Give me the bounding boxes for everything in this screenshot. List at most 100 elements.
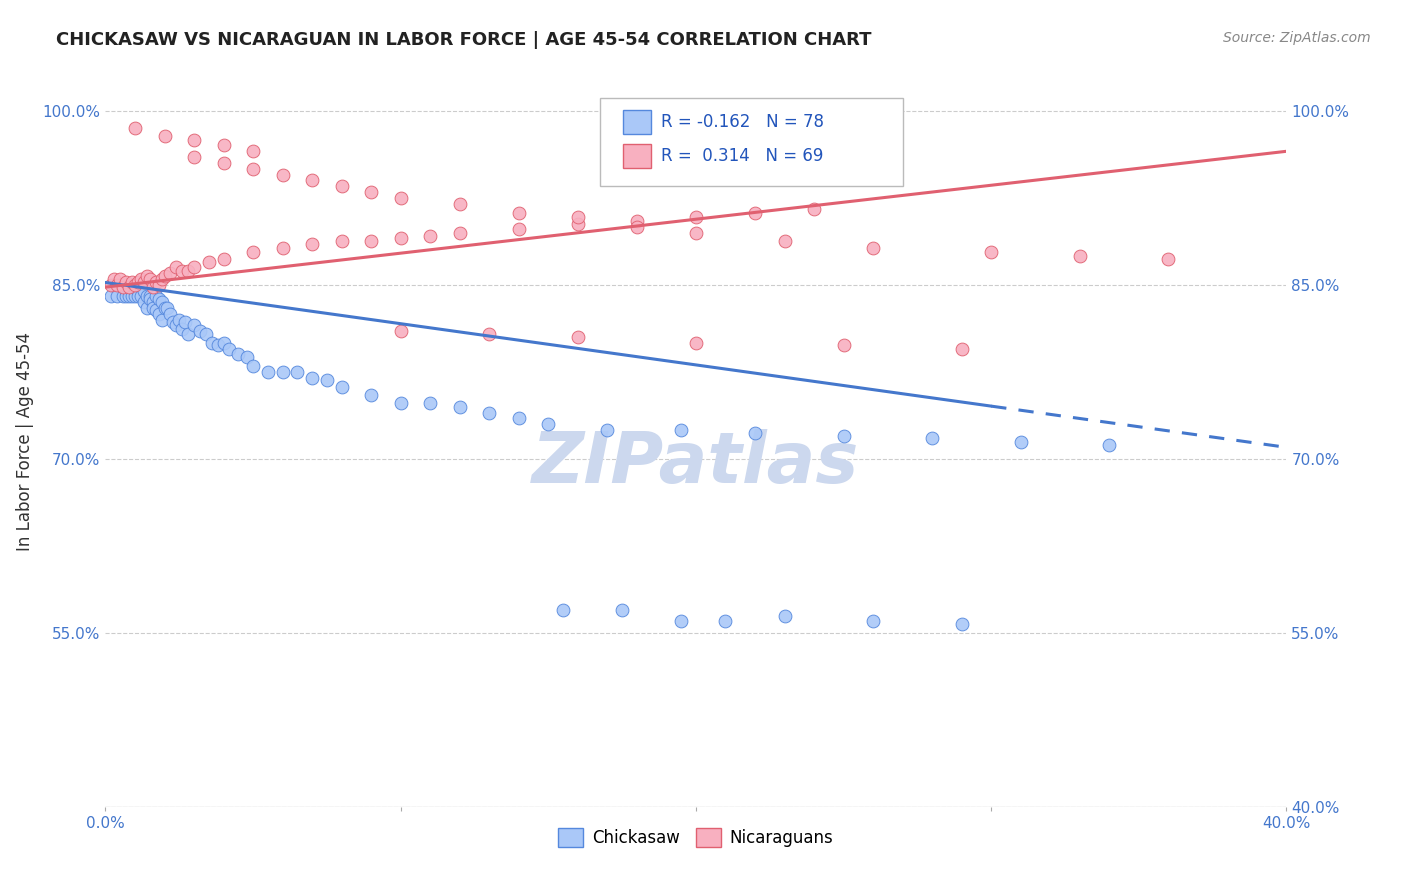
Point: [115, 276, 138, 290]
Y-axis label: In Labor Force | Age 45-54: In Labor Force | Age 45-54: [17, 332, 34, 551]
Point: [671, 423, 693, 437]
Point: [330, 179, 353, 194]
Point: [177, 264, 200, 278]
Point: [112, 289, 135, 303]
Point: [271, 168, 294, 182]
Point: [118, 289, 141, 303]
Point: [389, 231, 412, 245]
Point: [567, 218, 589, 232]
Point: [449, 196, 471, 211]
Point: [194, 326, 217, 341]
Point: [242, 145, 264, 159]
Point: [212, 156, 235, 170]
Point: [100, 277, 122, 292]
Point: [150, 272, 173, 286]
Point: [685, 211, 707, 225]
Point: [156, 301, 179, 315]
Point: [508, 411, 530, 425]
Point: [110, 277, 132, 292]
Point: [172, 264, 194, 278]
Point: [478, 405, 501, 419]
Point: [360, 234, 382, 248]
Point: [596, 423, 619, 437]
Point: [115, 284, 138, 298]
Point: [212, 252, 235, 267]
Point: [201, 335, 224, 350]
Point: [142, 301, 165, 315]
Point: [389, 324, 412, 338]
Point: [183, 150, 205, 164]
Point: [1010, 434, 1032, 449]
Point: [145, 289, 167, 303]
Point: [862, 241, 884, 255]
Point: [862, 615, 884, 629]
Point: [1069, 249, 1091, 263]
Point: [183, 260, 205, 275]
Point: [105, 289, 128, 303]
Point: [773, 234, 796, 248]
Point: [145, 303, 167, 318]
Point: [127, 276, 149, 290]
Point: [236, 350, 259, 364]
Point: [389, 396, 412, 410]
Point: [389, 191, 412, 205]
Point: [242, 161, 264, 176]
Point: [110, 272, 132, 286]
Point: [360, 185, 382, 199]
Point: [135, 268, 157, 283]
Text: R = -0.162   N = 78: R = -0.162 N = 78: [661, 113, 824, 131]
Point: [174, 315, 197, 329]
Point: [197, 254, 219, 268]
Point: [148, 292, 170, 306]
Point: [183, 318, 205, 333]
Point: [135, 301, 157, 315]
Point: [105, 277, 128, 292]
Point: [183, 133, 205, 147]
Point: [169, 312, 191, 326]
Point: [145, 276, 167, 290]
Point: [153, 301, 176, 315]
Point: [567, 211, 589, 225]
Point: [330, 234, 353, 248]
Point: [449, 226, 471, 240]
Point: [671, 615, 693, 629]
Point: [138, 292, 162, 306]
Text: R =  0.314   N = 69: R = 0.314 N = 69: [661, 147, 823, 165]
Point: [148, 307, 170, 321]
Point: [567, 330, 589, 344]
Point: [142, 280, 165, 294]
Point: [100, 289, 122, 303]
Point: [330, 380, 353, 394]
Point: [257, 365, 280, 379]
Point: [228, 347, 250, 361]
Point: [150, 295, 173, 310]
Point: [153, 268, 176, 283]
Point: [685, 335, 707, 350]
Point: [129, 280, 152, 294]
Point: [124, 277, 146, 292]
Point: [132, 284, 155, 298]
Point: [242, 245, 264, 260]
Point: [773, 608, 796, 623]
Point: [832, 338, 855, 352]
Point: [188, 324, 211, 338]
Point: [138, 289, 162, 303]
Point: [478, 326, 501, 341]
Point: [129, 289, 152, 303]
Point: [112, 280, 135, 294]
Point: [832, 428, 855, 442]
Text: CHICKASAW VS NICARAGUAN IN LABOR FORCE | AGE 45-54 CORRELATION CHART: CHICKASAW VS NICARAGUAN IN LABOR FORCE |…: [56, 31, 872, 49]
Point: [103, 277, 125, 292]
Point: [508, 222, 530, 236]
Point: [626, 219, 648, 234]
Point: [150, 312, 173, 326]
Point: [921, 431, 943, 445]
Point: [242, 359, 264, 373]
Point: [165, 260, 187, 275]
Point: [118, 284, 141, 298]
Point: [177, 326, 200, 341]
Point: [121, 289, 143, 303]
Point: [360, 388, 382, 402]
Point: [159, 307, 181, 321]
Point: [162, 315, 184, 329]
